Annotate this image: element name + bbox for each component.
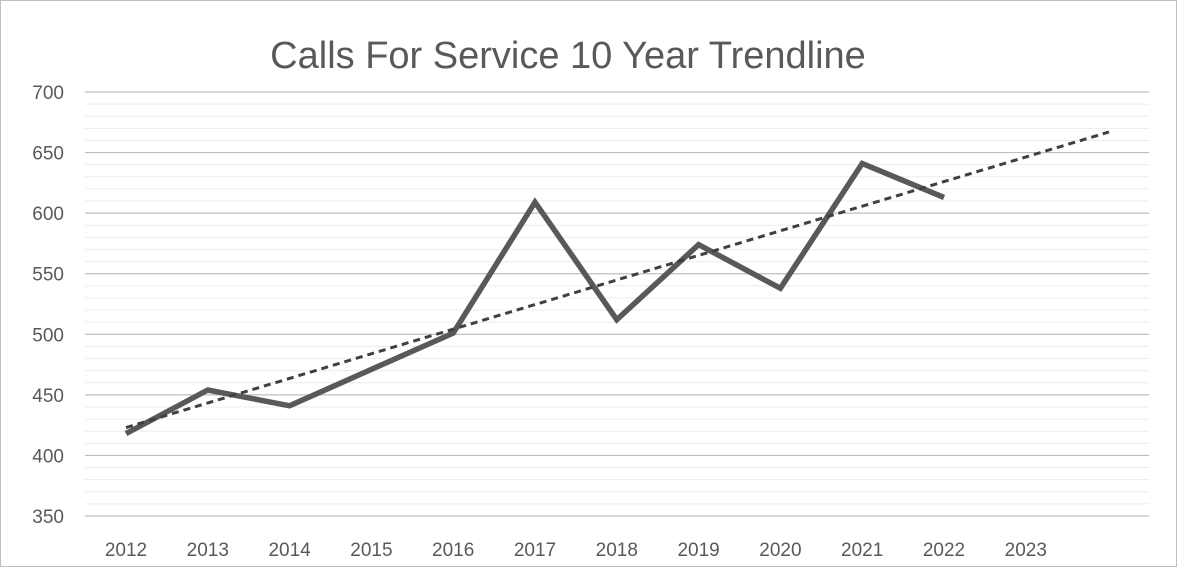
major-grid bbox=[85, 91, 1149, 517]
x-tick-label: 2016 bbox=[432, 540, 474, 561]
x-tick-label: 2017 bbox=[514, 540, 556, 561]
trendline-layer bbox=[125, 130, 1110, 430]
series-line bbox=[124, 160, 946, 437]
x-tick-label: 2013 bbox=[187, 540, 229, 561]
x-tick-label: 2023 bbox=[1005, 540, 1047, 561]
minor-grid bbox=[85, 103, 1149, 505]
trendline bbox=[125, 130, 1110, 430]
y-tick-label: 600 bbox=[32, 204, 64, 225]
x-tick-label: 2019 bbox=[677, 540, 719, 561]
y-tick-label: 550 bbox=[32, 265, 64, 286]
y-tick-label: 650 bbox=[32, 144, 64, 165]
x-tick-label: 2012 bbox=[105, 540, 147, 561]
y-tick-label: 700 bbox=[32, 83, 64, 104]
y-tick-label: 350 bbox=[32, 507, 64, 528]
y-tick-label: 500 bbox=[32, 325, 64, 346]
series-layer bbox=[124, 160, 946, 437]
x-tick-label: 2021 bbox=[841, 540, 883, 561]
x-tick-label: 2014 bbox=[268, 540, 311, 561]
x-axis-tick-labels: 2012 2013 2014 2015 2016 2017 2018 2019 2020 2021… bbox=[105, 540, 1047, 561]
x-tick-label: 2015 bbox=[350, 540, 392, 561]
x-tick-label: 2020 bbox=[759, 540, 801, 561]
chart-title: Calls For Service 10 Year Trendline bbox=[270, 35, 866, 77]
y-axis-tick-labels: 350 400 450 500 550 600 650 700 bbox=[32, 83, 64, 528]
x-tick-label: 2022 bbox=[923, 540, 965, 561]
y-tick-label: 450 bbox=[32, 386, 64, 407]
y-tick-label: 400 bbox=[32, 446, 64, 467]
x-tick-label: 2018 bbox=[596, 540, 638, 561]
